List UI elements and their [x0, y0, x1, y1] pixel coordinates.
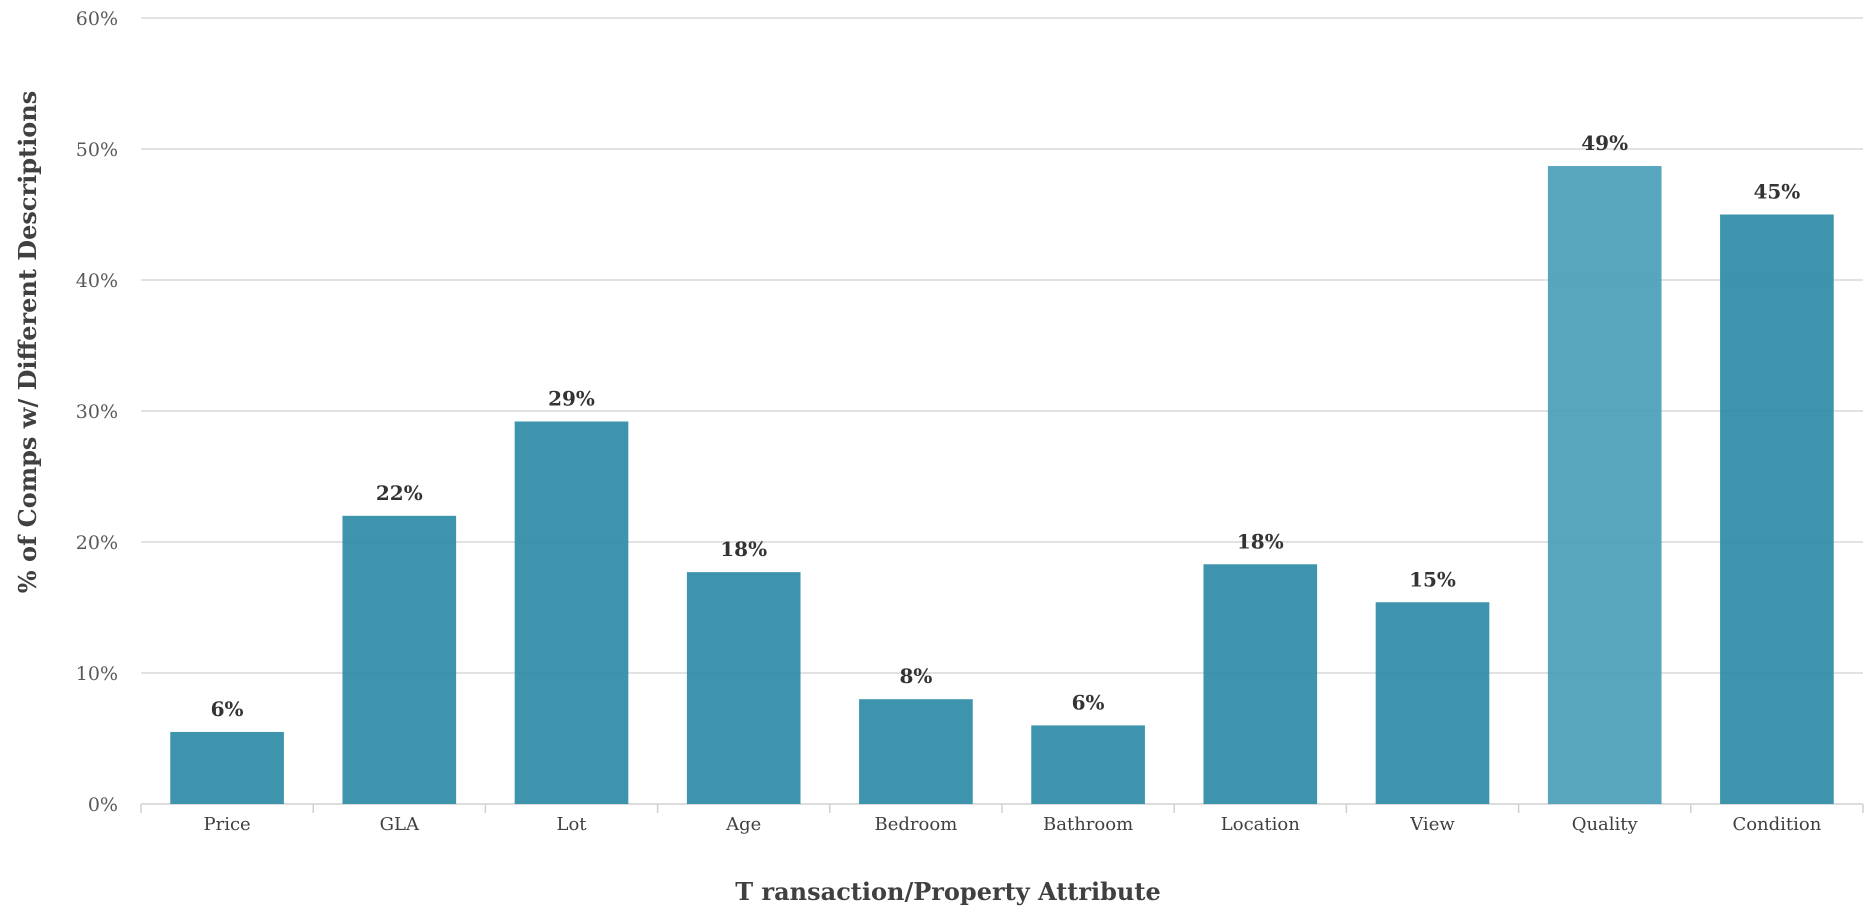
data-label-location: 18%	[1237, 529, 1284, 553]
data-label-bedroom: 8%	[899, 664, 932, 688]
bar-location	[1203, 564, 1318, 804]
y-tick-label: 60%	[76, 8, 118, 30]
x-tick-label-gla: GLA	[380, 814, 420, 835]
y-tick-label: 20%	[76, 532, 118, 554]
x-tick-label-location: Location	[1221, 814, 1300, 835]
bars	[170, 166, 1834, 804]
bar-bathroom	[1031, 725, 1145, 804]
y-tick-label: 30%	[76, 401, 118, 423]
x-tick-label-bedroom: Bedroom	[875, 814, 958, 835]
bar-bedroom	[859, 699, 973, 804]
data-label-quality: 49%	[1581, 131, 1628, 155]
bar-age	[686, 572, 801, 804]
bar-lot	[514, 421, 629, 804]
data-label-view: 15%	[1409, 567, 1456, 591]
data-label-lot: 29%	[548, 386, 595, 410]
y-tick-label: 10%	[76, 663, 118, 685]
bar-condition	[1720, 214, 1834, 804]
data-label-price: 6%	[211, 697, 244, 721]
y-tick-label: 0%	[88, 794, 118, 816]
x-tick-label-view: View	[1409, 814, 1455, 835]
y-axis-ticks: 0% 10% 20% 30% 40% 50% 60%	[76, 8, 118, 816]
data-label-bathroom: 6%	[1072, 690, 1105, 714]
data-label-age: 18%	[720, 537, 767, 561]
bar-price	[170, 731, 284, 804]
y-tick-label: 50%	[76, 139, 118, 161]
x-tick-label-price: Price	[203, 814, 250, 835]
data-labels: 6% 22% 29% 18% 8% 6% 18% 15% 49% 45%	[211, 131, 1801, 721]
x-tick-label-age: Age	[725, 814, 761, 835]
x-tick-label-condition: Condition	[1732, 814, 1821, 835]
y-axis-title: % of Comps w/ Different Descriptions	[13, 91, 42, 593]
bar-gla	[342, 515, 457, 804]
y-tick-label: 40%	[76, 270, 118, 292]
data-label-condition: 45%	[1753, 180, 1800, 204]
x-tick-label-lot: Lot	[556, 814, 587, 835]
x-axis-ticks: Price GLA Lot Age Bedroom Bathroom Location Vie…	[203, 814, 1821, 835]
data-label-gla: 22%	[376, 481, 423, 505]
bar-view	[1375, 602, 1490, 804]
bar-quality	[1547, 166, 1662, 804]
x-axis-title: T ransaction/Property Attribute	[735, 877, 1160, 906]
x-tick-label-bathroom: Bathroom	[1043, 814, 1133, 835]
x-tick-label-quality: Quality	[1572, 814, 1639, 835]
